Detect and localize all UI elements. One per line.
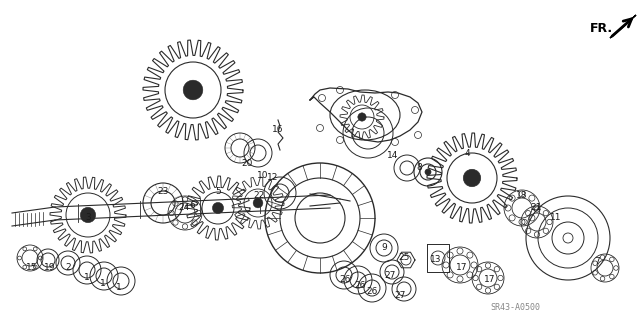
Text: 26: 26 <box>355 280 365 290</box>
Text: 1: 1 <box>116 284 122 293</box>
Text: 26: 26 <box>366 287 378 296</box>
Text: 21: 21 <box>531 204 541 212</box>
Text: 14: 14 <box>387 151 399 160</box>
Text: 16: 16 <box>272 125 284 135</box>
Text: 26: 26 <box>339 276 351 285</box>
Text: 2: 2 <box>65 263 71 272</box>
Text: 27: 27 <box>394 292 406 300</box>
Circle shape <box>463 169 481 187</box>
Text: 15: 15 <box>26 263 38 272</box>
Text: 6: 6 <box>189 201 195 210</box>
Text: 10: 10 <box>257 170 269 180</box>
Text: 4: 4 <box>464 149 470 158</box>
Circle shape <box>80 207 96 223</box>
Text: 9: 9 <box>381 243 387 253</box>
Text: 17: 17 <box>456 263 468 272</box>
Text: 3: 3 <box>85 213 91 222</box>
Text: FR.: FR. <box>590 21 613 34</box>
Text: 17: 17 <box>484 276 496 285</box>
Text: 19: 19 <box>44 263 56 272</box>
Circle shape <box>425 169 431 175</box>
Text: 12: 12 <box>268 174 278 182</box>
Text: 22: 22 <box>253 190 264 199</box>
Text: 5: 5 <box>215 188 221 197</box>
Text: 20: 20 <box>241 159 253 167</box>
Text: 27: 27 <box>384 271 396 280</box>
Circle shape <box>253 198 263 208</box>
Text: 24: 24 <box>179 204 189 212</box>
Circle shape <box>183 80 203 100</box>
Text: 13: 13 <box>430 256 442 264</box>
Text: 7: 7 <box>594 257 600 266</box>
Text: 11: 11 <box>550 213 562 222</box>
Text: 1: 1 <box>84 273 90 283</box>
Text: SR43-A0500: SR43-A0500 <box>490 303 540 313</box>
Polygon shape <box>610 15 636 38</box>
Text: 25: 25 <box>398 254 410 263</box>
Circle shape <box>358 113 366 121</box>
Text: 18: 18 <box>516 190 528 199</box>
Circle shape <box>212 202 223 214</box>
Text: 1: 1 <box>100 278 106 287</box>
Text: 8: 8 <box>416 164 422 173</box>
Text: 23: 23 <box>157 188 169 197</box>
